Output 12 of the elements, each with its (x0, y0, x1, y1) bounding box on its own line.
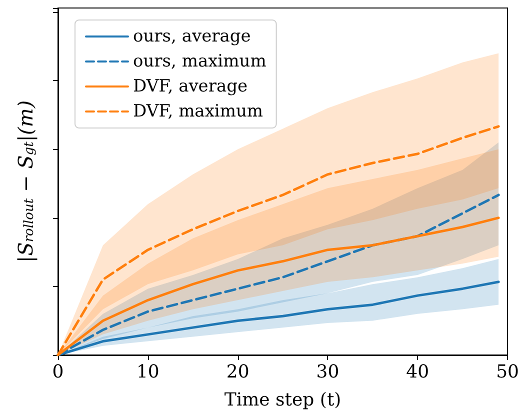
x-tick-label: 0 (52, 362, 64, 382)
x-tick-label: 20 (226, 362, 250, 382)
x-axis-title: Time step (t) (224, 390, 342, 410)
legend-label: DVF, average (133, 76, 248, 96)
x-tick-label: 40 (406, 362, 430, 382)
x-tick-label: 50 (496, 362, 519, 382)
x-tick-label: 10 (136, 362, 160, 382)
legend-label: DVF, maximum (133, 102, 264, 122)
legend-label: ours, average (133, 26, 251, 46)
x-tick-label: 30 (316, 362, 340, 382)
legend-label: ours, maximum (133, 52, 266, 72)
y-axis-title: |Srollout − Sgt|(m) (14, 100, 38, 263)
